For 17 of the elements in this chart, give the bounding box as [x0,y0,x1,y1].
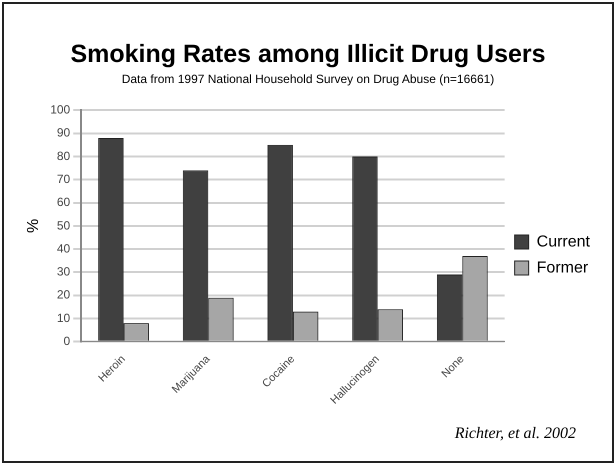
chart-title: Smoking Rates among Illicit Drug Users [69,40,547,69]
y-tick-label: 60 [56,195,71,210]
chart-subtitle: Data from 1997 National Household Survey on Drug Abuse (n=16661) [120,72,496,86]
text: Richter, et al. 2002 [454,425,576,443]
y-tick-label: 50 [56,218,71,232]
y-tick-label: 40 [56,241,71,256]
legend-label: Current [536,233,591,250]
y-axis-title: % [25,218,42,234]
y-tick-label: 0 [64,334,71,348]
y-tick-label: 100 [50,102,71,117]
legend-label: Former [536,259,589,276]
y-tick-label: 10 [56,310,71,325]
y-tick-label: 90 [56,126,71,140]
y-tick-label: 20 [56,288,71,302]
y-tick-label: 80 [56,148,71,163]
y-tick-label: 30 [56,264,71,279]
y-tick-label: 70 [56,172,71,186]
